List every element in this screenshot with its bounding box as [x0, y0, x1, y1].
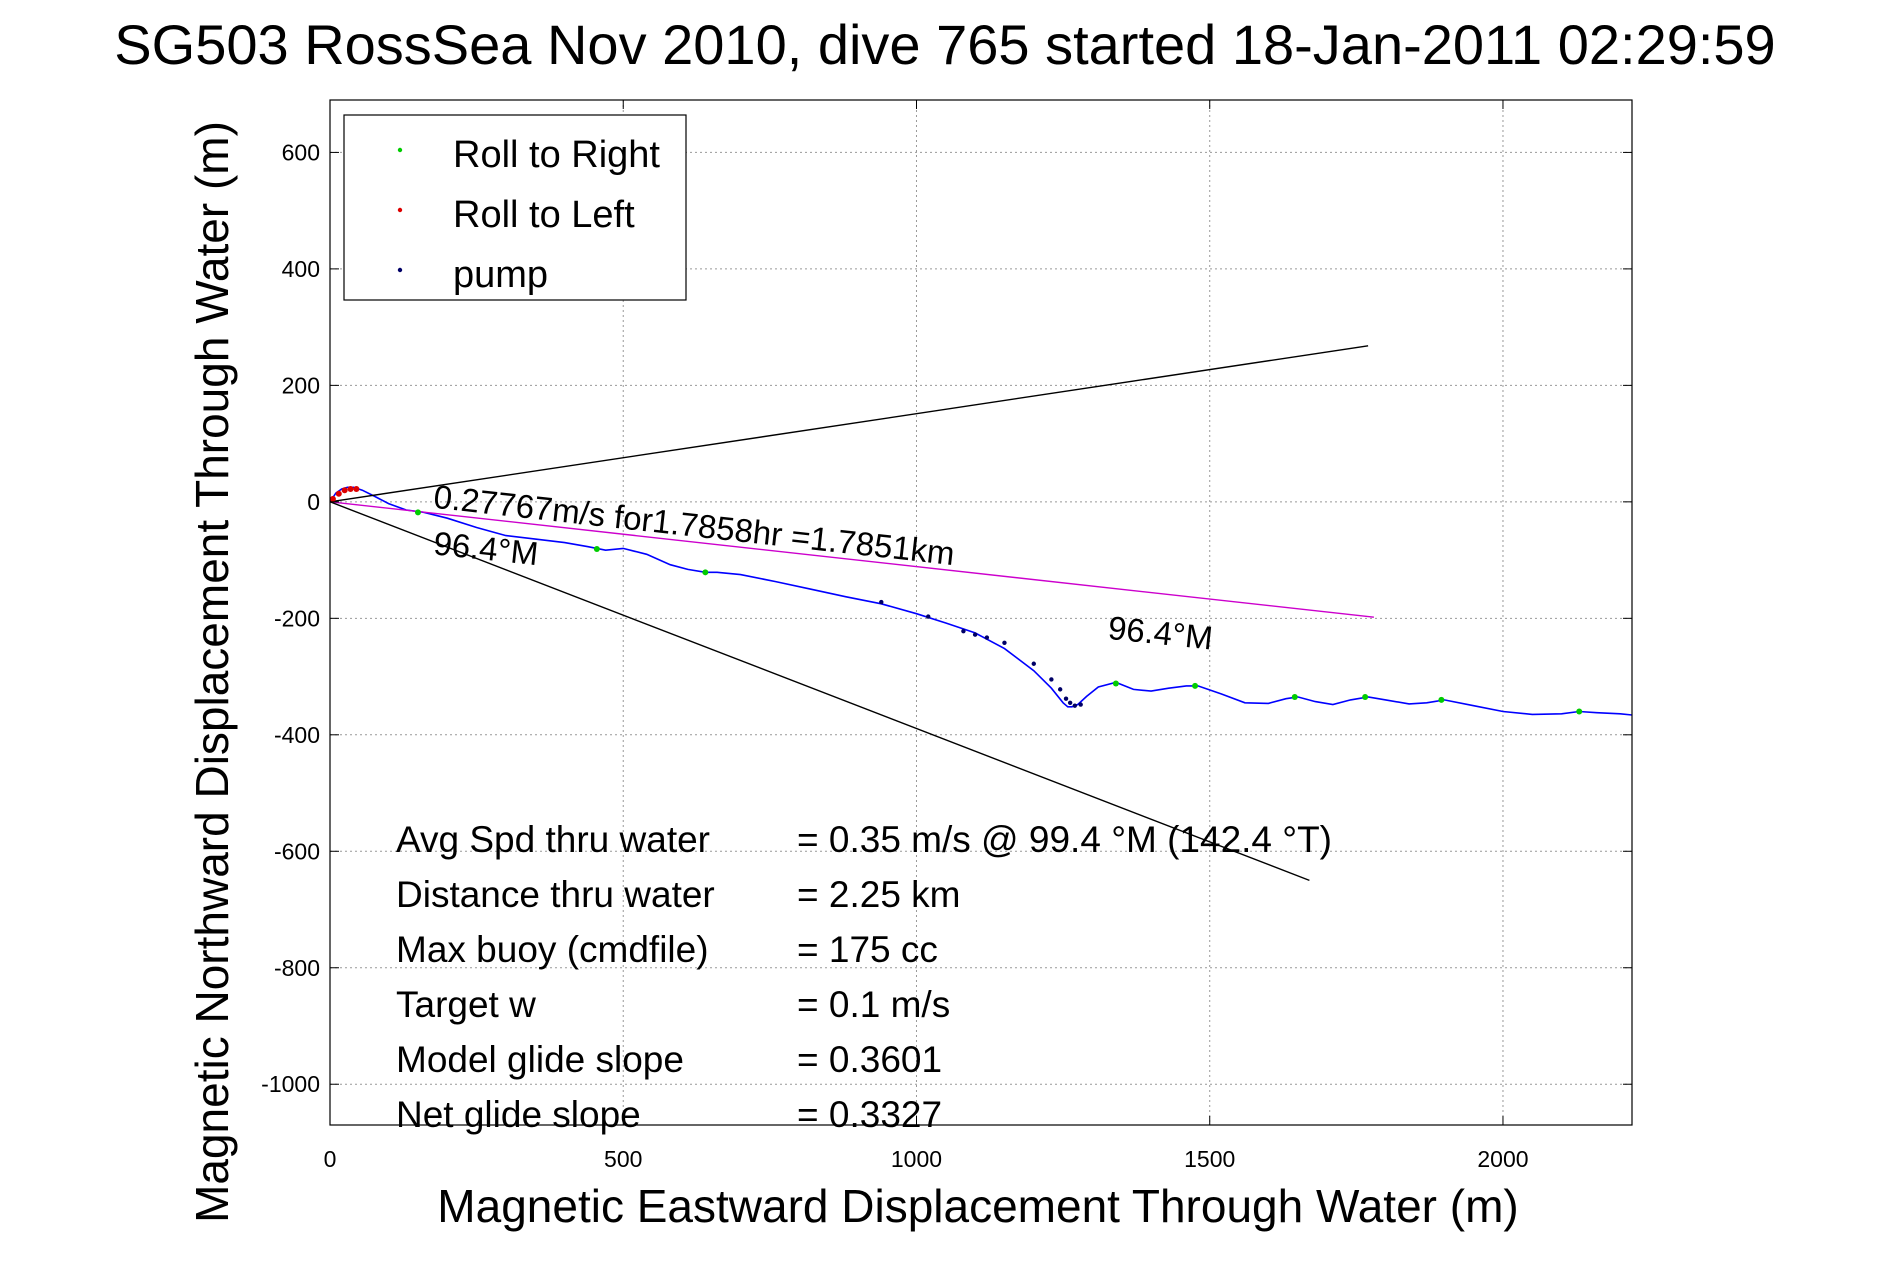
marker-pump [1049, 677, 1054, 682]
stat-label: Net glide slope [396, 1094, 641, 1135]
stat-label: Avg Spd thru water [396, 819, 710, 860]
marker-roll-right [1112, 680, 1119, 687]
marker-pump [1031, 661, 1036, 666]
marker-roll-right [1438, 696, 1445, 703]
marker-roll-left [341, 487, 348, 494]
chart-title: SG503 RossSea Nov 2010, dive 765 started… [114, 13, 1775, 76]
marker-pump [1063, 696, 1069, 701]
series-lines [330, 345, 1632, 882]
series-line-reference [330, 345, 1369, 503]
stat-label: Model glide slope [396, 1039, 684, 1080]
marker-roll-right [593, 546, 600, 553]
legend-swatch [397, 207, 403, 213]
stat-value: = 0.1 m/s [797, 984, 950, 1025]
marker-roll-right [414, 509, 421, 516]
marker-roll-right [702, 569, 709, 576]
x-tick-label: 1000 [891, 1146, 942, 1172]
y-tick-label: -800 [274, 955, 320, 981]
marker-roll-right [1291, 693, 1298, 700]
x-tick-label: 1500 [1184, 1146, 1235, 1172]
x-tick-label: 2000 [1477, 1146, 1528, 1172]
series-line-heading [330, 501, 1374, 618]
y-axis-label: Magnetic Northward Displacement Through … [186, 121, 238, 1223]
marker-roll-left [353, 486, 360, 493]
stat-value: = 0.3327 [797, 1094, 942, 1135]
marker-pump [1057, 687, 1063, 692]
stat-label: Max buoy (cmdfile) [396, 929, 709, 970]
x-axis-label: Magnetic Eastward Displacement Through W… [437, 1180, 1518, 1232]
y-tick-label: 400 [282, 256, 320, 282]
marker-roll-left [347, 486, 354, 493]
x-tick-label: 500 [604, 1146, 642, 1172]
y-tick-label: -200 [274, 605, 320, 631]
marker-roll-right [1192, 682, 1199, 689]
stat-value: = 175 cc [797, 929, 938, 970]
axis-ticks: 0 500 1000 1500 20006004002000-200-400-600-8… [261, 100, 1632, 1172]
stat-value: = 0.35 m/s @ 99.4 °M (142.4 °T) [797, 819, 1332, 860]
series-line-reference [330, 501, 1310, 882]
marker-pump [926, 614, 931, 619]
series-line-track [330, 486, 1632, 716]
y-tick-label: 600 [282, 139, 320, 165]
x-tick-label: 0 [324, 1146, 337, 1172]
series-markers [329, 486, 1583, 715]
legend-swatch [397, 147, 403, 153]
y-tick-label: 200 [282, 372, 320, 398]
marker-roll-right [1576, 708, 1583, 715]
legend-label: Roll to Left [453, 194, 635, 236]
legend-label: pump [453, 254, 548, 296]
marker-roll-right [1362, 693, 1369, 700]
marker-pump [1078, 702, 1083, 707]
marker-pump [972, 632, 978, 637]
marker-pump [984, 635, 990, 640]
plot-frame [329, 99, 1633, 1126]
y-tick-label: -600 [274, 838, 320, 864]
marker-pump [1072, 703, 1078, 708]
stat-label: Distance thru water [396, 874, 715, 915]
stat-value: = 0.3601 [797, 1039, 942, 1080]
legend-label: Roll to Right [453, 134, 660, 176]
y-tick-label: -400 [274, 722, 320, 748]
marker-roll-left [329, 495, 336, 502]
y-tick-label: 0 [307, 489, 320, 515]
marker-pump [1067, 700, 1073, 705]
stat-value: = 2.25 km [797, 874, 961, 915]
stat-label: Target w [396, 984, 536, 1025]
marker-pump [1002, 640, 1007, 645]
marker-pump [961, 628, 966, 634]
marker-pump [879, 599, 884, 605]
stats-block: Avg Spd thru water = 0.35 m/s @ 99.4 °M (… [396, 819, 1332, 1135]
y-tick-label: -1000 [261, 1071, 320, 1097]
legend: Roll to Right Roll to Left pump [343, 114, 687, 301]
legend-swatch [397, 267, 403, 273]
marker-roll-left [335, 490, 342, 497]
